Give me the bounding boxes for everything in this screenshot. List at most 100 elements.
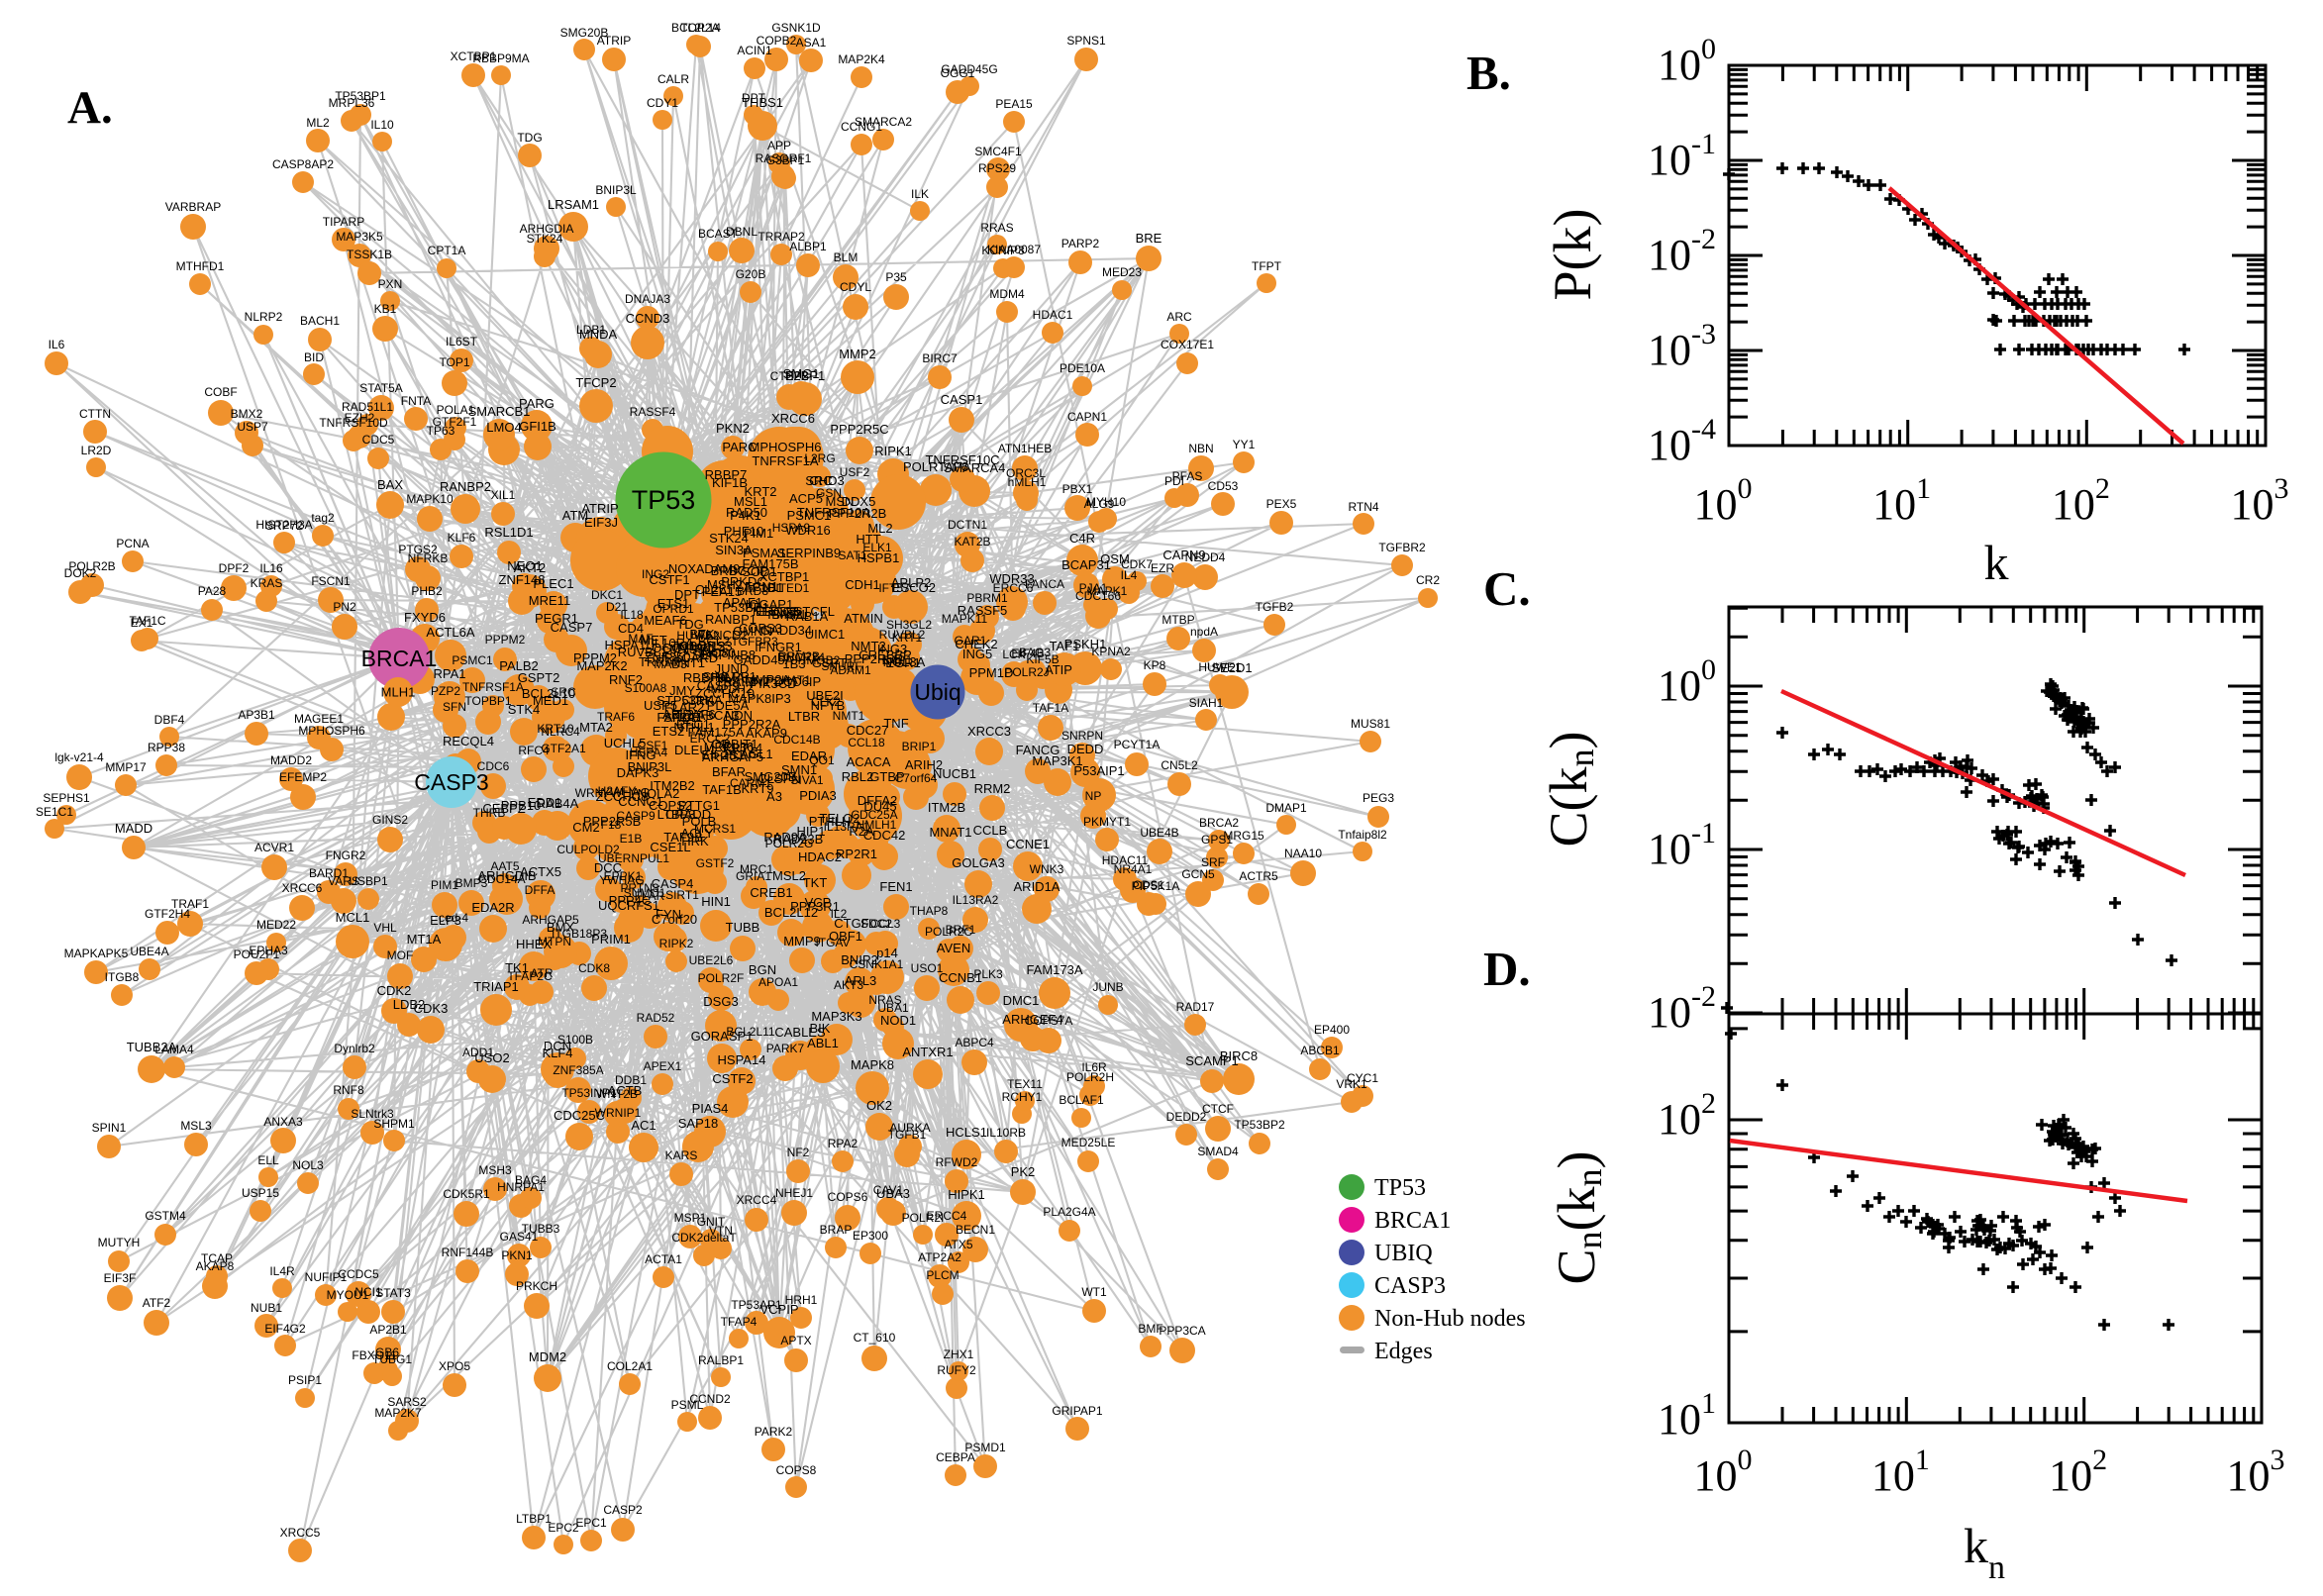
svg-text:CL2L1: CL2L1: [695, 582, 733, 597]
svg-text:ACTL6A: ACTL6A: [426, 625, 474, 640]
svg-text:CCND2: CCND2: [689, 1392, 731, 1406]
svg-text:IL16: IL16: [259, 561, 283, 575]
svg-text:BCAP31: BCAP31: [1061, 557, 1111, 572]
svg-text:PARK7: PARK7: [766, 1042, 805, 1055]
svg-text:PFAS: PFAS: [1172, 469, 1203, 483]
svg-text:FLAR2: FLAR2: [664, 700, 704, 715]
svg-text:PLCM: PLCM: [926, 1268, 959, 1282]
svg-text:AP1B1: AP1B1: [744, 580, 783, 595]
svg-text:B.: B.: [1466, 46, 1511, 100]
svg-text:MRG15: MRG15: [1223, 829, 1264, 843]
svg-text:ARHGDIB: ARHGDIB: [477, 868, 536, 883]
svg-text:CDK8: CDK8: [578, 961, 610, 975]
svg-text:BRIP1: BRIP1: [902, 740, 937, 753]
svg-text:PBX1: PBX1: [1062, 482, 1093, 496]
svg-text:COPS2: COPS2: [649, 798, 692, 813]
svg-text:APTX: APTX: [780, 1334, 811, 1347]
svg-text:XCTBP1: XCTBP1: [451, 50, 497, 63]
svg-text:hMLH1: hMLH1: [1008, 475, 1047, 489]
svg-text:MAP3K5: MAP3K5: [336, 230, 383, 244]
svg-text:PDE5A: PDE5A: [707, 698, 750, 713]
svg-text:BRCA1: BRCA1: [1374, 1208, 1451, 1234]
svg-text:POLA1: POLA1: [437, 403, 475, 417]
svg-text:POLR2J: POLR2J: [1004, 665, 1049, 679]
svg-text:LAMA4: LAMA4: [154, 1043, 194, 1056]
svg-text:IL6R: IL6R: [1081, 1060, 1107, 1074]
svg-text:PRTN3: PRTN3: [620, 881, 658, 895]
svg-text:NNT1: NNT1: [671, 655, 705, 670]
svg-text:IL6: IL6: [49, 338, 65, 351]
svg-text:EPHA3: EPHA3: [249, 944, 288, 957]
svg-text:IL6ST: IL6ST: [446, 335, 478, 349]
svg-text:102: 102: [1658, 1087, 1716, 1144]
svg-text:ARHGEF4: ARHGEF4: [1002, 1012, 1062, 1027]
svg-text:ARC: ARC: [1166, 310, 1192, 324]
svg-text:SE2D1: SE2D1: [1211, 660, 1252, 675]
svg-text:DITED1: DITED1: [767, 581, 810, 595]
svg-text:ADD1: ADD1: [462, 1046, 494, 1059]
svg-text:TOP1: TOP1: [439, 355, 469, 369]
svg-text:TGFBR3: TGFBR3: [731, 635, 778, 648]
svg-text:PPP4C: PPP4C: [609, 893, 652, 908]
svg-text:HAT1: HAT1: [781, 673, 811, 687]
svg-text:PALB2: PALB2: [499, 658, 539, 673]
svg-text:OGG1: OGG1: [941, 66, 975, 80]
svg-text:CDC25A: CDC25A: [851, 808, 897, 822]
svg-text:POLR2F: POLR2F: [698, 971, 745, 985]
svg-text:CTCF: CTCF: [1202, 1102, 1234, 1116]
svg-text:CDYL: CDYL: [840, 280, 871, 294]
svg-text:USBP1: USBP1: [349, 874, 388, 888]
svg-text:CYC1: CYC1: [1347, 1071, 1378, 1085]
svg-text:MCRS1: MCRS1: [694, 822, 736, 836]
svg-text:XRCC3: XRCC3: [967, 724, 1011, 739]
svg-text:NFRKB: NFRKB: [408, 551, 449, 565]
svg-text:CSTF1: CSTF1: [649, 572, 689, 587]
svg-text:ETS1: ETS1: [657, 596, 690, 611]
svg-text:ASA1: ASA1: [796, 36, 827, 50]
svg-text:WNK3: WNK3: [1030, 862, 1064, 876]
svg-text:SAP18: SAP18: [678, 1116, 718, 1131]
svg-text:MED25LE: MED25LE: [1061, 1136, 1116, 1149]
svg-text:IL4R: IL4R: [269, 1264, 295, 1278]
svg-text:CDK5R1: CDK5R1: [443, 1187, 490, 1201]
svg-text:GAR1: GAR1: [955, 634, 987, 648]
svg-text:HIST2H3A: HIST2H3A: [255, 518, 312, 532]
svg-text:CTBP2: CTBP2: [770, 369, 809, 383]
svg-text:SMG20B: SMG20B: [745, 769, 797, 784]
svg-text:BFAR: BFAR: [712, 764, 746, 779]
svg-text:FAM173A: FAM173A: [1026, 962, 1082, 977]
svg-text:TDG: TDG: [676, 617, 703, 632]
svg-text:BCL2L14: BCL2L14: [671, 21, 721, 35]
svg-text:SEPHS1: SEPHS1: [43, 791, 90, 805]
svg-text:TRIAP1: TRIAP1: [473, 979, 519, 994]
svg-text:UCHL5: UCHL5: [604, 736, 647, 750]
svg-text:RPA1: RPA1: [434, 666, 466, 681]
svg-text:ILK: ILK: [911, 187, 929, 201]
svg-text:MED22: MED22: [256, 918, 296, 932]
svg-text:ITGB8: ITGB8: [105, 970, 140, 984]
svg-text:CSF1: CSF1: [638, 739, 668, 752]
svg-text:BIK: BIK: [810, 1021, 831, 1036]
svg-text:BCAST: BCAST: [698, 227, 739, 241]
svg-text:POLRTAF6: POLRTAF6: [903, 459, 968, 474]
svg-text:PTGS2: PTGS2: [398, 543, 438, 556]
svg-text:PTTG1: PTTG1: [678, 798, 720, 813]
svg-text:PHB2: PHB2: [411, 584, 443, 598]
svg-text:CHEK2: CHEK2: [955, 637, 997, 651]
svg-text:GSNK1D: GSNK1D: [771, 21, 821, 35]
svg-text:CD4: CD4: [618, 621, 644, 636]
svg-text:ACTB: ACTB: [608, 1083, 643, 1098]
svg-text:FLAR: FLAR: [635, 889, 665, 903]
svg-text:ITGB18P3: ITGB18P3: [552, 927, 607, 941]
svg-text:UBIQ: UBIQ: [1374, 1241, 1433, 1266]
svg-text:ACTA1: ACTA1: [645, 1252, 682, 1266]
svg-text:RANBP1: RANBP1: [705, 612, 757, 627]
svg-text:TRRAP2: TRRAP2: [758, 230, 805, 244]
svg-text:PXN: PXN: [378, 277, 403, 291]
svg-text:ACACA: ACACA: [847, 754, 891, 769]
svg-text:CDK2: CDK2: [377, 983, 412, 998]
svg-text:GRIA1: GRIA1: [736, 869, 771, 883]
svg-text:HDAC11: HDAC11: [1102, 853, 1149, 867]
svg-text:IL4: IL4: [1121, 568, 1138, 582]
svg-text:EIF3F: EIF3F: [104, 1271, 137, 1285]
